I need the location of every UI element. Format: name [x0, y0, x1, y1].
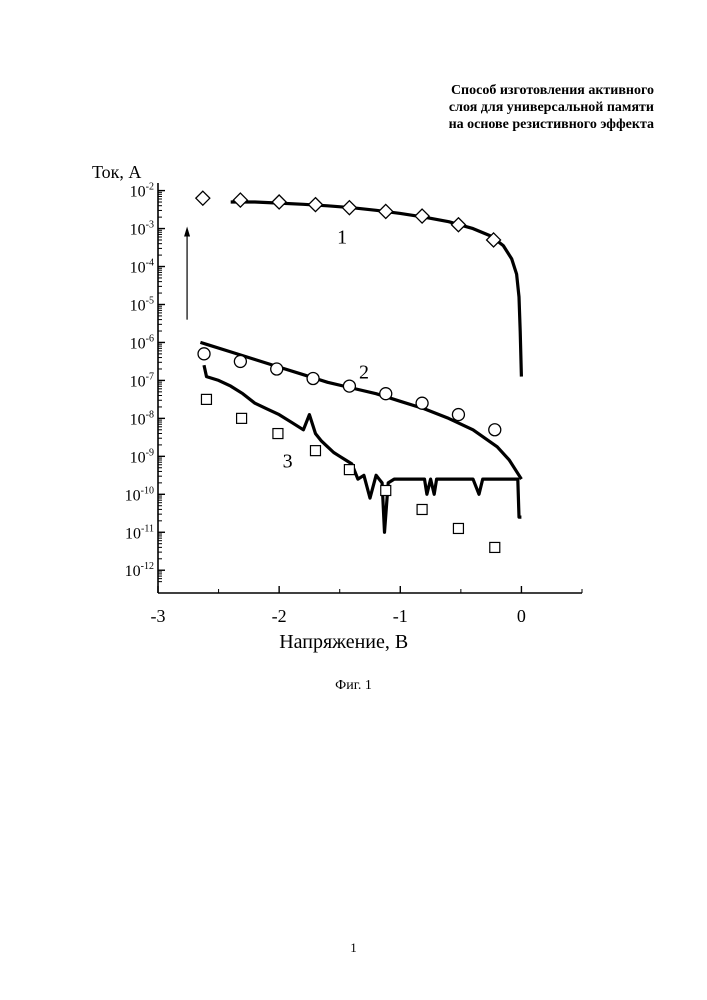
data-point-diamond — [233, 193, 247, 207]
series-3: 3 — [201, 365, 521, 552]
data-point-square — [417, 504, 427, 514]
y-tick-base: 10 — [130, 184, 146, 201]
x-tick-label: -1 — [393, 606, 408, 626]
y-tick-base: 10 — [130, 222, 146, 239]
y-tick-label: 10-10 — [125, 485, 154, 504]
x-tick-label: 0 — [517, 606, 526, 626]
series-label: 1 — [337, 227, 347, 249]
figure-caption: Фиг. 1 — [0, 678, 707, 694]
y-tick-power: -6 — [146, 333, 154, 344]
x-tick-label: -2 — [272, 606, 287, 626]
y-tick-power: -3 — [146, 220, 154, 231]
x-tick-label: -3 — [151, 606, 166, 626]
y-tick-base: 10 — [125, 487, 141, 504]
data-point-diamond — [272, 195, 286, 209]
data-point-circle — [343, 380, 355, 392]
y-axis-label: Ток, А — [92, 162, 141, 182]
y-tick-power: -5 — [146, 295, 154, 306]
y-tick-label: 10-4 — [130, 258, 154, 277]
y-tick-power: -11 — [141, 523, 154, 534]
y-tick-power: -12 — [141, 561, 154, 572]
data-point-square — [453, 523, 463, 533]
arrow-head — [184, 227, 190, 237]
y-tick-base: 10 — [130, 373, 146, 390]
y-tick-label: 10-7 — [130, 371, 154, 390]
series-label: 3 — [283, 451, 293, 473]
y-tick-power: -8 — [146, 409, 154, 420]
series-2: 2 — [198, 342, 521, 479]
y-tick-label: 10-11 — [125, 523, 154, 542]
data-point-diamond — [451, 218, 465, 232]
y-tick-power: -9 — [146, 447, 154, 458]
y-tick-power: -7 — [146, 371, 154, 382]
data-point-circle — [234, 355, 246, 367]
y-tick-label: 10-12 — [125, 561, 154, 580]
data-point-square — [310, 446, 320, 456]
data-point-diamond — [379, 204, 393, 218]
y-tick-power: -4 — [146, 258, 154, 269]
series-label: 2 — [359, 362, 369, 384]
data-point-circle — [307, 373, 319, 385]
y-tick-label: 10-6 — [130, 333, 154, 352]
data-point-square — [201, 394, 211, 404]
data-point-circle — [452, 409, 464, 421]
x-axis-label: Напряжение, В — [279, 631, 408, 653]
y-tick-base: 10 — [125, 525, 141, 542]
series-1: 1 — [196, 191, 522, 376]
y-tick-label: 10-2 — [130, 182, 154, 201]
data-point-circle — [271, 363, 283, 375]
y-tick-base: 10 — [130, 297, 146, 314]
y-tick-label: 10-9 — [130, 447, 154, 466]
data-point-square — [381, 486, 391, 496]
y-tick-power: -10 — [141, 485, 154, 496]
data-point-square — [237, 413, 247, 423]
data-point-diamond — [196, 191, 210, 205]
y-tick-power: -2 — [146, 182, 154, 193]
data-point-square — [490, 542, 500, 552]
y-tick-base: 10 — [125, 563, 141, 580]
data-point-circle — [416, 397, 428, 409]
data-point-diamond — [415, 209, 429, 223]
data-point-square — [273, 429, 283, 439]
y-tick-base: 10 — [130, 411, 146, 428]
data-point-circle — [489, 424, 501, 436]
y-tick-base: 10 — [130, 335, 146, 352]
y-tick-label: 10-8 — [130, 409, 154, 428]
y-tick-base: 10 — [130, 449, 146, 466]
y-tick-base: 10 — [130, 260, 146, 277]
data-point-circle — [198, 348, 210, 360]
y-tick-label: 10-3 — [130, 220, 154, 239]
data-point-circle — [380, 388, 392, 400]
page-number: 1 — [0, 940, 707, 956]
data-point-diamond — [342, 201, 356, 215]
data-point-square — [344, 465, 354, 475]
y-tick-label: 10-5 — [130, 295, 154, 314]
series-line — [231, 202, 522, 377]
data-point-diamond — [308, 198, 322, 212]
